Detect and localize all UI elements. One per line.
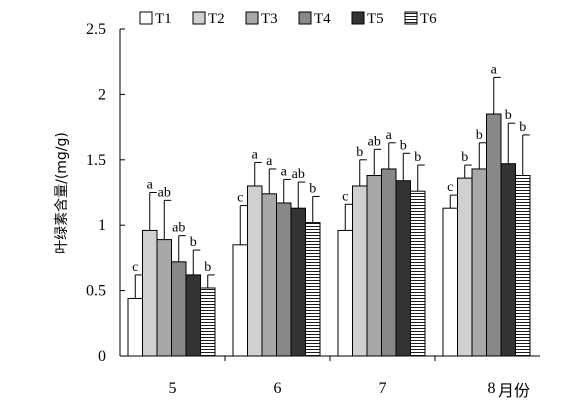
x-tick-label: 6 [274,380,282,397]
significance-label: c [132,260,138,275]
legend-label-T6: T6 [420,11,437,27]
significance-label: a [491,62,498,77]
bar-T3-7 [366,174,382,357]
x-tick-label: 8 [488,380,496,397]
significance-label: a [147,178,154,193]
x-tick-label: 7 [379,380,387,397]
significance-label: b [476,128,483,143]
legend-label-T3: T3 [261,11,278,27]
legend-swatch-T5 [351,11,365,25]
legend-swatch-T2 [192,11,206,25]
bar-T1-8 [442,207,458,357]
legend-swatch-T6 [404,11,418,25]
bar-T1-6 [232,244,248,357]
significance-label: a [252,147,259,162]
significance-label: c [342,189,348,204]
x-tick-label: 5 [169,380,177,397]
y-tick-label: 2.5 [86,21,106,38]
significance-label: ab [172,221,185,236]
y-tick-label: 1 [98,217,106,234]
significance-label: b [505,108,512,123]
y-axis-label: 叶绿素含量/(mg/g) [54,132,70,254]
significance-label: a [281,164,288,179]
x-axis-label: 月份 [498,382,530,400]
significance-label: ab [158,185,171,200]
bar-T2-8 [457,177,473,357]
bar-T3-6 [261,193,277,357]
significance-label: ab [368,134,381,149]
legend: T1 T2 T3 T4 T5 T6 [139,11,437,27]
bar-T6-6 [305,222,321,357]
bar-T1-5 [127,297,143,357]
significance-label: b [204,260,211,275]
bar-T2-5 [142,229,158,357]
legend-label-T5: T5 [367,11,384,27]
significance-label: b [356,145,363,160]
bar-T4-5 [171,261,187,357]
significance-label: b [190,235,197,250]
bar-T4-6 [276,202,292,357]
y-tick-label: 1.5 [86,152,106,169]
bar-T6-8 [515,174,531,357]
significance-label: b [414,150,421,165]
significance-label: ab [292,167,305,182]
bars [127,76,531,357]
legend-swatch-T1 [139,11,153,25]
legend-label-T2: T2 [208,11,225,27]
significance-label: c [447,180,453,195]
bar-T2-7 [352,185,368,357]
significance-label: a [386,128,393,143]
significance-label: b [309,181,316,196]
significance-label: a [266,154,273,169]
legend-swatch-T3 [245,11,259,25]
y-tick-label: 0 [98,348,106,365]
significance-label: b [461,150,468,165]
bar-T2-6 [247,185,263,357]
bar-T1-7 [337,229,353,357]
bar-T5-7 [395,180,411,357]
bar-T5-6 [290,207,306,357]
bar-T3-5 [156,239,172,357]
y-tick-label: 2 [98,86,106,103]
significance-label: c [237,191,243,206]
bar-T6-5 [200,287,216,357]
bar-T3-8 [471,168,487,357]
bar-T5-5 [185,274,201,357]
bar-T4-8 [486,113,502,357]
legend-label-T4: T4 [314,11,331,27]
bar-T4-7 [381,168,397,357]
y-tick-label: 0.5 [86,283,106,300]
bar-T5-8 [500,163,516,357]
legend-swatch-T4 [298,11,312,25]
legend-label-T1: T1 [155,11,172,27]
bar-T6-7 [410,190,426,357]
significance-label: b [400,138,407,153]
significance-label: b [519,120,526,135]
